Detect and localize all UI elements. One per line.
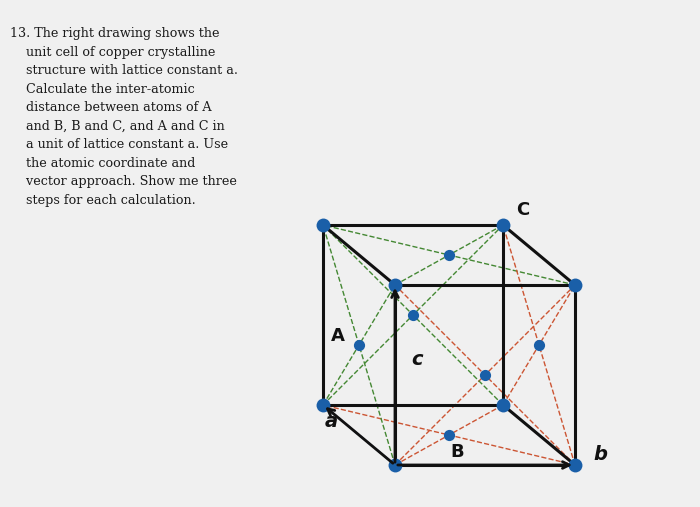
Point (443, 431, 454, 439)
Text: b: b (593, 445, 607, 464)
Point (389, 281, 400, 289)
Text: c: c (412, 350, 423, 369)
Point (389, 461, 400, 469)
Text: C: C (516, 201, 529, 219)
Point (569, 461, 580, 469)
Point (498, 401, 509, 409)
Text: 13. The right drawing shows the
    unit cell of copper crystalline
    structur: 13. The right drawing shows the unit cel… (10, 27, 238, 206)
Point (354, 341, 365, 349)
Point (317, 221, 328, 229)
Point (569, 281, 580, 289)
Point (480, 371, 491, 379)
Text: B: B (450, 443, 464, 461)
Point (498, 221, 509, 229)
Text: A: A (331, 327, 345, 345)
Point (317, 401, 328, 409)
Point (533, 341, 545, 349)
Point (407, 311, 419, 319)
Text: a: a (324, 412, 337, 431)
Point (443, 251, 454, 259)
